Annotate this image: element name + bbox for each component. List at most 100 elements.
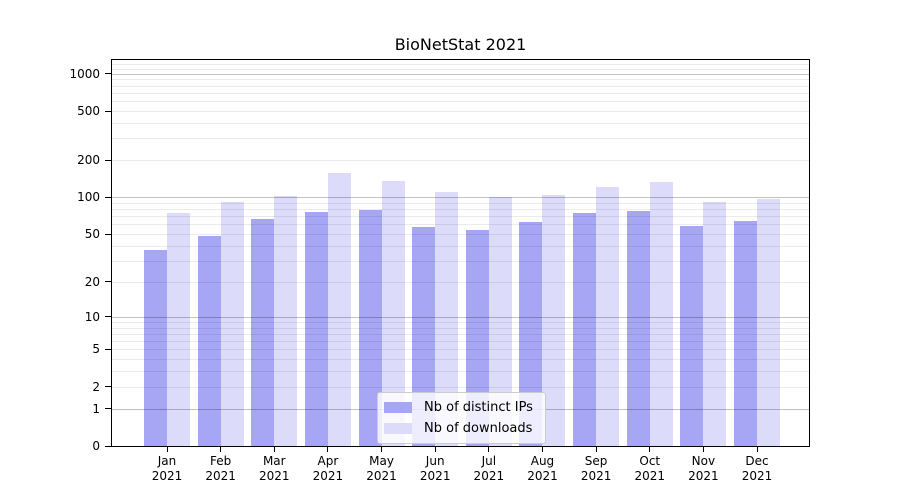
- bar-distinct-ips-may: [358, 209, 382, 446]
- gridlines-layer: [112, 60, 809, 446]
- gridline-minor: [112, 386, 809, 388]
- x-tick-label-apr: Apr 2021: [312, 454, 344, 483]
- x-tick-label-jan: Jan 2021: [151, 454, 183, 483]
- y-tick-mark: [105, 408, 111, 410]
- x-tick-mark: [595, 447, 597, 452]
- bar-distinct-ips-dec: [734, 221, 758, 446]
- legend-label-downloads: Nb of downloads: [424, 421, 533, 436]
- gridline-minor: [112, 281, 809, 283]
- bar-downloads-dec: [757, 198, 781, 446]
- y-tick-label: 20: [84, 274, 100, 289]
- gridline-minor: [112, 111, 809, 112]
- bar-distinct-ips-sep: [573, 212, 597, 446]
- x-tick-mark: [702, 447, 704, 452]
- x-tick-mark: [541, 447, 543, 452]
- y-tick-mark: [105, 73, 111, 75]
- x-tick-label-mar: Mar 2021: [258, 454, 290, 483]
- bar-downloads-may: [381, 180, 405, 446]
- gridline-minor: [112, 85, 809, 87]
- y-tick-label: 2: [92, 379, 100, 394]
- y-tick-mark: [105, 233, 111, 235]
- bar-downloads-mar: [274, 196, 298, 446]
- x-tick-mark: [381, 447, 383, 452]
- x-tick-label-dec: Dec 2021: [741, 454, 773, 483]
- gridline-minor: [112, 321, 809, 323]
- x-tick-mark: [756, 447, 758, 452]
- bar-distinct-ips-oct: [626, 211, 650, 446]
- x-tick-label-may: May 2021: [366, 454, 397, 483]
- chart-title: BioNetStat 2021: [394, 35, 527, 54]
- x-tick-label-oct: Oct 2021: [634, 454, 666, 483]
- x-tick-mark: [434, 447, 436, 452]
- legend-entry-distinct-ips: Nb of distinct IPs: [384, 400, 533, 415]
- x-tick-label-jun: Jun 2021: [419, 454, 451, 483]
- y-tick-mark: [105, 196, 111, 198]
- x-tick-mark: [273, 447, 275, 452]
- y-tick-label: 50: [84, 227, 100, 242]
- gridline-minor: [112, 341, 809, 343]
- x-tick-label-sep: Sep 2021: [580, 454, 612, 483]
- gridline-minor: [112, 63, 809, 65]
- plot-area: Nb of distinct IPs Nb of downloads: [111, 59, 810, 447]
- x-tick-mark: [220, 447, 222, 452]
- bar-downloads-apr: [327, 172, 351, 446]
- gridline-minor: [112, 138, 809, 140]
- gridline-minor: [112, 216, 809, 218]
- x-tick-label-nov: Nov 2021: [688, 454, 719, 483]
- bar-downloads-jan: [167, 212, 190, 446]
- y-tick-mark: [105, 445, 111, 447]
- bar-downloads-oct: [649, 181, 673, 446]
- y-tick-mark: [105, 386, 111, 388]
- gridline-minor: [112, 79, 809, 81]
- x-tick-mark: [166, 447, 168, 452]
- y-tick-label: 1: [92, 401, 100, 416]
- y-tick-mark: [105, 348, 111, 350]
- gridline-major: [112, 73, 809, 75]
- legend-entry-downloads: Nb of downloads: [384, 421, 533, 436]
- legend: Nb of distinct IPs Nb of downloads: [377, 392, 546, 444]
- x-tick-mark: [649, 447, 651, 452]
- gridline-minor: [112, 160, 809, 162]
- y-tick-label: 10: [84, 309, 100, 324]
- x-tick-label-aug: Aug 2021: [527, 454, 558, 483]
- gridline-minor: [112, 123, 809, 124]
- gridline-major: [112, 316, 809, 318]
- y-tick-mark: [105, 316, 111, 318]
- bar-distinct-ips-feb: [197, 236, 221, 446]
- y-tick-label: 0: [92, 439, 100, 453]
- y-tick-mark: [105, 281, 111, 283]
- bar-distinct-ips-mar: [251, 218, 275, 446]
- bar-downloads-aug: [542, 194, 566, 446]
- bar-downloads-sep: [596, 187, 620, 446]
- legend-label-distinct-ips: Nb of distinct IPs: [424, 400, 533, 415]
- legend-swatch-distinct-ips: [384, 402, 412, 413]
- bar-distinct-ips-jun: [412, 227, 436, 446]
- bar-downloads-jul: [488, 196, 512, 446]
- gridline-major: [112, 197, 809, 199]
- gridline-minor: [112, 333, 809, 335]
- gridline-minor: [112, 101, 809, 103]
- gridline-minor: [112, 327, 809, 329]
- y-tick-label: 5: [92, 342, 100, 357]
- y-tick-mark: [105, 159, 111, 161]
- gridline-minor: [112, 359, 809, 361]
- gridline-minor: [112, 371, 809, 373]
- gridline-minor: [112, 245, 809, 247]
- y-tick-label: 500: [77, 104, 100, 118]
- y-tick-label: 200: [77, 153, 100, 168]
- bar-distinct-ips-apr: [304, 211, 328, 446]
- gridline-minor: [112, 202, 809, 204]
- gridline-minor: [112, 68, 809, 70]
- gridline-minor: [112, 209, 809, 211]
- bar-distinct-ips-nov: [680, 226, 704, 446]
- gridline-minor: [112, 260, 809, 262]
- gridline-minor: [112, 224, 809, 226]
- bar-downloads-jun: [435, 192, 459, 446]
- bar-distinct-ips-jan: [144, 249, 167, 446]
- x-tick-label-feb: Feb 2021: [205, 454, 236, 483]
- gridline-minor: [112, 234, 809, 236]
- bar-distinct-ips-aug: [519, 221, 543, 446]
- x-tick-label-jul: Jul 2021: [473, 454, 505, 483]
- x-tick-mark: [327, 447, 329, 452]
